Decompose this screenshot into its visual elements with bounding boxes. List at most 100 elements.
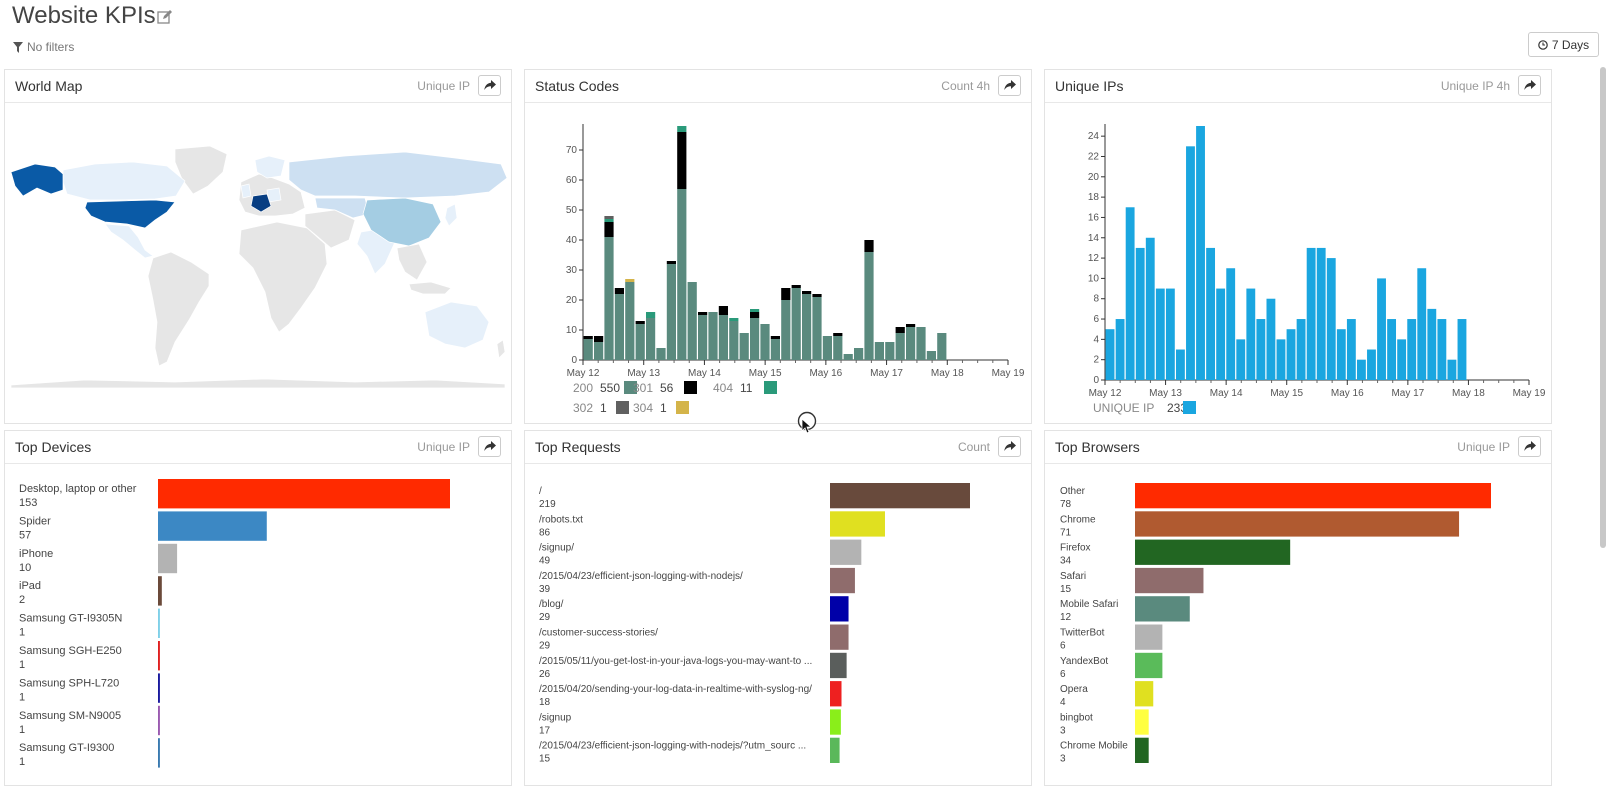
edit-icon[interactable]	[157, 9, 173, 25]
bar-segment-200	[635, 324, 645, 360]
share-button[interactable]	[998, 436, 1021, 457]
bar-segment-unique-ip	[1437, 319, 1447, 380]
hbar-label: Samsung GT-I9300	[19, 742, 114, 754]
hbar-value: 71	[1060, 527, 1072, 538]
map-region-new-zealand	[496, 339, 506, 359]
legend-code: 302	[573, 401, 593, 415]
share-button[interactable]	[478, 436, 501, 457]
map-region-greenland	[174, 145, 228, 195]
hbar-label: /signup/	[539, 543, 574, 554]
bar-segment-unique-ip	[1356, 359, 1366, 380]
map-region-southeast-asia	[396, 243, 428, 281]
hbar-label: /2015/05/11/you-get-lost-in-your-java-lo…	[539, 656, 812, 667]
hbar	[158, 608, 160, 638]
hbar-label: /robots.txt	[539, 514, 583, 525]
filters-indicator[interactable]: No filters	[13, 40, 74, 54]
bar-segment-unique-ip	[1306, 247, 1316, 380]
page-title: Website KPIs	[12, 2, 156, 29]
hbar	[158, 479, 450, 509]
hbar	[158, 641, 160, 671]
status-codes-panel: Status Codes Count 4h 0 10 20 30 40 50 60 70 May…	[524, 69, 1032, 424]
hbar-label: /customer-success-stories/	[539, 628, 658, 639]
map-region-central-asia	[314, 197, 370, 219]
x-tick-label: May 17	[870, 368, 903, 379]
map-region-africa	[238, 221, 328, 333]
legend-swatch	[616, 401, 629, 414]
hbar-label: /2015/04/23/efficient-json-logging-with-…	[539, 741, 806, 752]
time-range-label: 7 Days	[1551, 37, 1590, 52]
bar-segment-200	[833, 336, 843, 360]
share-button[interactable]	[1518, 436, 1541, 457]
hbar-value: 86	[539, 527, 551, 538]
bar-segment-unique-ip	[1276, 339, 1286, 380]
bar-segment-unique-ip	[1105, 329, 1115, 380]
hbar-value: 12	[1060, 612, 1072, 623]
legend-swatch	[624, 381, 637, 394]
share-icon	[1003, 80, 1016, 90]
bar-segment-200	[885, 342, 895, 360]
share-icon	[1003, 441, 1016, 451]
bar-segment-200	[614, 294, 624, 360]
map-region-usa	[84, 199, 176, 229]
hbar-label: /2015/04/23/efficient-json-logging-with-…	[539, 571, 743, 582]
legend-swatch	[764, 381, 777, 394]
world-map[interactable]	[5, 104, 511, 424]
top-devices-chart[interactable]: Desktop, laptop or other 153 Spider 57 iPhon…	[5, 465, 511, 785]
share-button[interactable]	[998, 75, 1021, 96]
bar-segment-200	[666, 264, 676, 360]
filter-icon	[13, 41, 23, 53]
map-region-uk	[240, 183, 252, 199]
hbar-value: 6	[1060, 641, 1066, 652]
bar-segment-unique-ip	[1417, 268, 1427, 380]
bar-segment-301	[718, 306, 728, 315]
hbar-value: 15	[1060, 584, 1072, 595]
map-region-scandinavia	[254, 155, 286, 179]
hbar-label: Samsung SM-N9005	[19, 710, 121, 722]
panel-metric: Count	[957, 440, 990, 454]
top-browsers-panel: Top Browsers Unique IP Other 78 Chrome 71 Fi…	[1044, 430, 1552, 786]
hbar-value: 39	[539, 584, 551, 595]
bar-segment-unique-ip	[1427, 308, 1437, 380]
bar-segment-200	[718, 315, 728, 360]
hbar-label: Firefox	[1060, 543, 1091, 554]
time-range-button[interactable]: 7 Days	[1528, 32, 1599, 57]
page-scrollbar[interactable]	[1600, 67, 1606, 548]
map-region-alaska	[10, 163, 64, 197]
hbar	[1135, 567, 1204, 594]
panel-body: 0 10 20 30 40 50 60 70 May 12 May 13 May 14 May 15 M…	[525, 104, 1031, 423]
status-codes-chart[interactable]: 0 10 20 30 40 50 60 70 May 12 May 13 May 14 May 15 M…	[525, 104, 1031, 424]
share-icon	[483, 441, 496, 451]
hbar	[1135, 539, 1291, 565]
y-tick-label: 10	[1088, 273, 1100, 284]
panel-title: Top Requests	[535, 439, 621, 455]
bar-segment-200	[677, 189, 687, 360]
hbar-value: 29	[539, 612, 551, 623]
y-tick-label: 18	[1088, 192, 1100, 203]
bar-segment-unique-ip	[1407, 319, 1417, 380]
bar-segment-301	[635, 321, 645, 324]
hbar-label: Mobile Safari	[1060, 599, 1118, 610]
y-tick-label: 60	[566, 175, 578, 186]
bar-segment-unique-ip	[1196, 126, 1205, 380]
top-requests-chart[interactable]: / 219/robots.txt 86/signup/49/2015/04/23/e…	[525, 465, 1031, 785]
y-tick-label: 0	[571, 355, 577, 366]
hbar-value: 3	[1060, 725, 1066, 736]
bar-segment-404	[646, 312, 656, 318]
bar-segment-unique-ip	[1246, 288, 1256, 380]
hbar-value: 3	[1060, 754, 1066, 765]
share-button[interactable]	[1518, 75, 1541, 96]
hbar-label: YandexBot	[1060, 656, 1108, 667]
hbar-value: 78	[1060, 499, 1072, 510]
bar-segment-unique-ip	[1175, 349, 1185, 380]
panel-title: Status Codes	[535, 78, 620, 94]
hbar-value: 153	[19, 497, 37, 509]
hbar-label: /signup	[539, 712, 572, 723]
share-button[interactable]	[478, 75, 501, 96]
panel-header: Top Browsers Unique IP	[1045, 431, 1551, 464]
hbar	[158, 543, 178, 574]
bar-segment-301	[604, 222, 614, 237]
legend-swatch	[1183, 401, 1196, 414]
bar-segment-404	[729, 318, 739, 321]
